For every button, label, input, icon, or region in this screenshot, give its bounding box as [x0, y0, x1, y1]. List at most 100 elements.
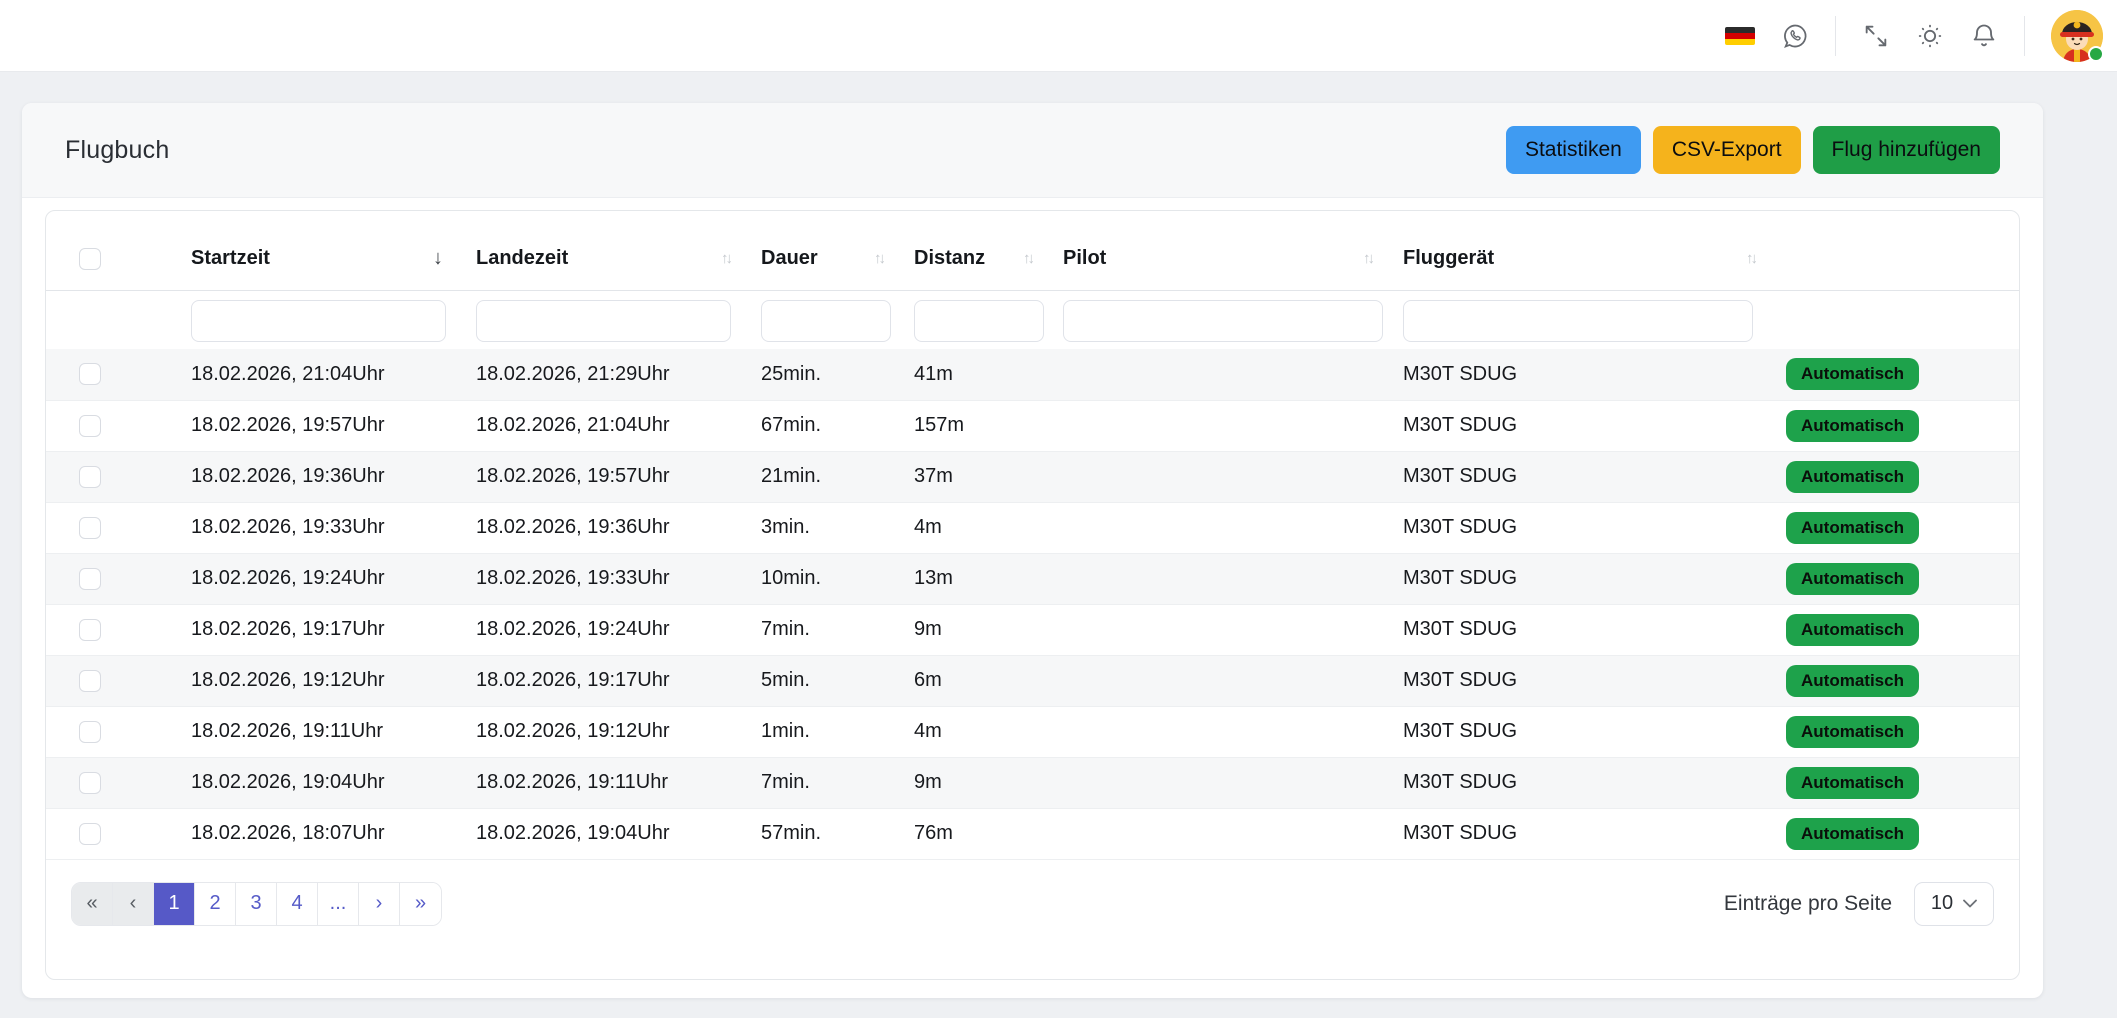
- flight-table-card: Startzeit ↓ Landezeit ↑↓ Dauer ↑↓ Dist: [45, 210, 2020, 980]
- sort-both-icon[interactable]: ↑↓: [874, 250, 886, 267]
- cell-landezeit: 18.02.2026, 19:24Uhr: [461, 603, 746, 655]
- cell-fluggeraet: M30T SDUG: [1388, 603, 1771, 655]
- table-row: 18.02.2026, 19:12Uhr 18.02.2026, 19:17Uhr…: [46, 654, 2019, 706]
- table-row: 18.02.2026, 19:04Uhr 18.02.2026, 19:11Uhr…: [46, 756, 2019, 808]
- page-button-ellipsis[interactable]: ...: [318, 882, 359, 925]
- table-footer: «‹ 1 2 3 4... ›» Einträge pro Seite 10: [46, 860, 2019, 948]
- cell-dauer: 3min.: [746, 501, 899, 553]
- table-row: 18.02.2026, 18:07Uhr 18.02.2026, 19:04Uhr…: [46, 807, 2019, 860]
- cell-distanz: 4m: [899, 501, 1048, 553]
- user-avatar[interactable]: [2051, 9, 2104, 62]
- cell-landezeit: 18.02.2026, 21:29Uhr: [476, 362, 670, 385]
- table-row: 18.02.2026, 21:04Uhr 18.02.2026, 21:29Uhr…: [46, 349, 2019, 400]
- row-checkbox[interactable]: [79, 414, 101, 437]
- sort-both-icon[interactable]: ↑↓: [721, 250, 733, 267]
- cell-distanz: 9m: [899, 756, 1048, 808]
- cell-dauer: 1min.: [746, 705, 899, 757]
- column-header-landezeit[interactable]: Landezeit ↑↓: [461, 211, 746, 291]
- filter-input-landezeit[interactable]: [476, 300, 731, 342]
- sort-both-icon[interactable]: ↑↓: [1023, 250, 1035, 267]
- filter-input-distanz[interactable]: [914, 300, 1044, 342]
- cell-dauer: 7min.: [746, 603, 899, 655]
- per-page-select[interactable]: 10: [1914, 881, 1994, 926]
- online-status-dot: [2088, 45, 2104, 62]
- chevron-down-icon: [1963, 899, 1978, 908]
- page-button-next[interactable]: ›: [359, 882, 400, 925]
- cell-distanz: 9m: [899, 603, 1048, 655]
- table-body: 18.02.2026, 21:04Uhr 18.02.2026, 21:29Uhr…: [46, 349, 2019, 860]
- cell-distanz: 157m: [899, 399, 1048, 451]
- filter-input-startzeit[interactable]: [191, 300, 446, 342]
- column-header-pilot[interactable]: Pilot ↑↓: [1048, 211, 1388, 291]
- select-all-checkbox[interactable]: [79, 247, 101, 270]
- row-checkbox[interactable]: [79, 567, 101, 590]
- filter-input-fluggeraet[interactable]: [1403, 300, 1753, 342]
- status-badge: Automatisch: [1786, 358, 1919, 391]
- page-button-last[interactable]: »: [400, 882, 441, 925]
- cell-dauer: 10min.: [746, 552, 899, 604]
- column-header-startzeit[interactable]: Startzeit ↓: [176, 211, 461, 291]
- column-header-dauer[interactable]: Dauer ↑↓: [746, 211, 899, 291]
- row-checkbox[interactable]: [79, 465, 101, 488]
- cell-pilot: [1048, 552, 1388, 604]
- cell-landezeit: 18.02.2026, 19:36Uhr: [461, 501, 746, 553]
- per-page-value: 10: [1930, 892, 1954, 914]
- cell-startzeit: 18.02.2026, 18:07Uhr: [176, 807, 461, 860]
- cell-pilot: [1048, 501, 1388, 553]
- status-badge: Automatisch: [1786, 511, 1919, 544]
- cell-landezeit: 18.02.2026, 19:57Uhr: [461, 450, 746, 502]
- table-row: 18.02.2026, 19:24Uhr 18.02.2026, 19:33Uhr…: [46, 552, 2019, 604]
- cell-startzeit: 18.02.2026, 19:11Uhr: [176, 705, 461, 757]
- filter-row: [46, 291, 2019, 350]
- row-checkbox[interactable]: [79, 771, 101, 794]
- flug-hinzufuegen-button[interactable]: Flug hinzufügen: [1812, 126, 2000, 174]
- row-checkbox[interactable]: [79, 669, 101, 692]
- cell-pilot: [1048, 603, 1388, 655]
- column-header-distanz[interactable]: Distanz ↑↓: [899, 211, 1048, 291]
- column-header-fluggeraet[interactable]: Fluggerät ↑↓: [1388, 211, 1771, 291]
- flight-table: Startzeit ↓ Landezeit ↑↓ Dauer ↑↓ Dist: [46, 211, 2019, 860]
- filter-input-pilot[interactable]: [1063, 300, 1383, 342]
- cell-pilot: [1048, 705, 1388, 757]
- cell-landezeit: 18.02.2026, 19:12Uhr: [461, 705, 746, 757]
- row-checkbox[interactable]: [79, 363, 101, 386]
- light-mode-icon[interactable]: [1916, 22, 1944, 50]
- status-badge: Automatisch: [1786, 409, 1919, 442]
- statistiken-button[interactable]: Statistiken: [1505, 126, 1641, 174]
- expand-icon[interactable]: [1862, 22, 1890, 50]
- table-row: 18.02.2026, 19:11Uhr 18.02.2026, 19:12Uhr…: [46, 705, 2019, 757]
- cell-startzeit: 18.02.2026, 19:57Uhr: [176, 399, 461, 451]
- notifications-icon[interactable]: [1970, 22, 1998, 50]
- whatsapp-icon[interactable]: [1781, 22, 1809, 50]
- row-checkbox[interactable]: [79, 618, 101, 641]
- csv-export-button[interactable]: CSV-Export: [1652, 126, 1801, 174]
- cell-distanz: 6m: [899, 654, 1048, 706]
- page-button-prev[interactable]: ‹: [113, 882, 154, 925]
- sort-both-icon[interactable]: ↑↓: [1363, 250, 1375, 267]
- cell-pilot: [1048, 756, 1388, 808]
- flugbuch-card: Flugbuch Statistiken CSV-Export Flug hin…: [22, 103, 2043, 998]
- filter-input-dauer[interactable]: [761, 300, 891, 342]
- sort-both-icon[interactable]: ↑↓: [1746, 250, 1758, 267]
- language-flag-icon[interactable]: [1725, 26, 1755, 45]
- status-badge: Automatisch: [1786, 613, 1919, 646]
- row-checkbox[interactable]: [79, 720, 101, 743]
- row-checkbox[interactable]: [79, 822, 101, 845]
- column-header-status: [1771, 211, 2019, 291]
- page-button-page-1[interactable]: 1: [154, 882, 195, 925]
- pagination: «‹ 1 2 3 4... ›»: [71, 881, 442, 926]
- status-badge: Automatisch: [1786, 562, 1919, 595]
- cell-pilot: [1048, 450, 1388, 502]
- page-button-page-4[interactable]: 4: [277, 882, 318, 925]
- cell-fluggeraet: M30T SDUG: [1388, 450, 1771, 502]
- cell-landezeit: 18.02.2026, 19:17Uhr: [461, 654, 746, 706]
- sort-desc-icon[interactable]: ↓: [433, 247, 443, 269]
- row-checkbox[interactable]: [79, 516, 101, 539]
- cell-startzeit: 18.02.2026, 19:12Uhr: [176, 654, 461, 706]
- page-button-first[interactable]: «: [72, 882, 113, 925]
- cell-pilot: [1048, 399, 1388, 451]
- cell-dauer: 7min.: [746, 756, 899, 808]
- page-button-page-2[interactable]: 2: [195, 882, 236, 925]
- page-button-page-3[interactable]: 3: [236, 882, 277, 925]
- navbar-divider: [1835, 15, 1836, 56]
